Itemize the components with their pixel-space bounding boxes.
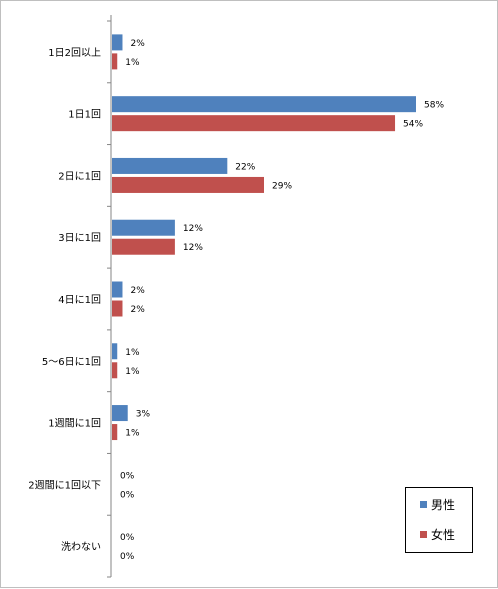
data-label-female: 29% xyxy=(272,181,292,191)
bar-male xyxy=(112,281,123,298)
data-label-male: 1% xyxy=(125,348,140,358)
data-label-female: 12% xyxy=(183,243,203,253)
data-label-female: 0% xyxy=(120,552,135,562)
bar-female xyxy=(112,424,118,441)
category-label: 1週間に1回 xyxy=(48,418,101,430)
bar-female xyxy=(112,176,264,193)
category-label: 5～6日に1回 xyxy=(42,356,101,368)
category-label: 1日1回 xyxy=(68,109,101,121)
category-label: 4日に1回 xyxy=(58,294,101,306)
bar-female xyxy=(112,238,175,255)
legend: 男性 女性 xyxy=(405,487,473,553)
bar-male xyxy=(112,343,118,360)
bar-male xyxy=(112,34,123,51)
category-label: 洗わない xyxy=(61,541,101,553)
data-label-female: 1% xyxy=(125,429,140,439)
data-label-male: 2% xyxy=(130,39,145,49)
bar-female xyxy=(112,115,396,132)
category-label: 2日に1回 xyxy=(58,170,101,182)
bar-male xyxy=(112,96,416,113)
data-label-male: 0% xyxy=(120,471,135,481)
legend-swatch-female xyxy=(420,531,427,538)
category-label: 1日2回以上 xyxy=(48,47,101,59)
bar-female xyxy=(112,362,118,379)
bar-female xyxy=(112,300,123,317)
bar-male xyxy=(112,157,228,174)
data-label-female: 1% xyxy=(125,367,140,377)
data-label-female: 54% xyxy=(403,120,423,130)
data-label-male: 58% xyxy=(424,101,444,111)
data-label-female: 0% xyxy=(120,490,135,500)
category-label: 3日に1回 xyxy=(58,232,101,244)
data-label-female: 1% xyxy=(125,58,140,68)
bar-female xyxy=(112,53,118,70)
data-label-male: 0% xyxy=(120,533,135,543)
legend-swatch-male xyxy=(420,501,427,508)
bar-male xyxy=(112,405,128,422)
legend-label-female: 女性 xyxy=(431,528,456,542)
category-label: 2週間に1回以下 xyxy=(28,479,101,491)
data-label-male: 22% xyxy=(235,162,255,172)
data-label-male: 12% xyxy=(183,224,203,234)
data-label-male: 2% xyxy=(130,286,145,296)
legend-item-female: 女性 xyxy=(420,526,455,543)
data-label-male: 3% xyxy=(136,410,151,420)
bar-male xyxy=(112,219,175,236)
legend-item-male: 男性 xyxy=(420,496,455,513)
data-label-female: 2% xyxy=(130,305,145,315)
legend-label-male: 男性 xyxy=(431,498,456,512)
